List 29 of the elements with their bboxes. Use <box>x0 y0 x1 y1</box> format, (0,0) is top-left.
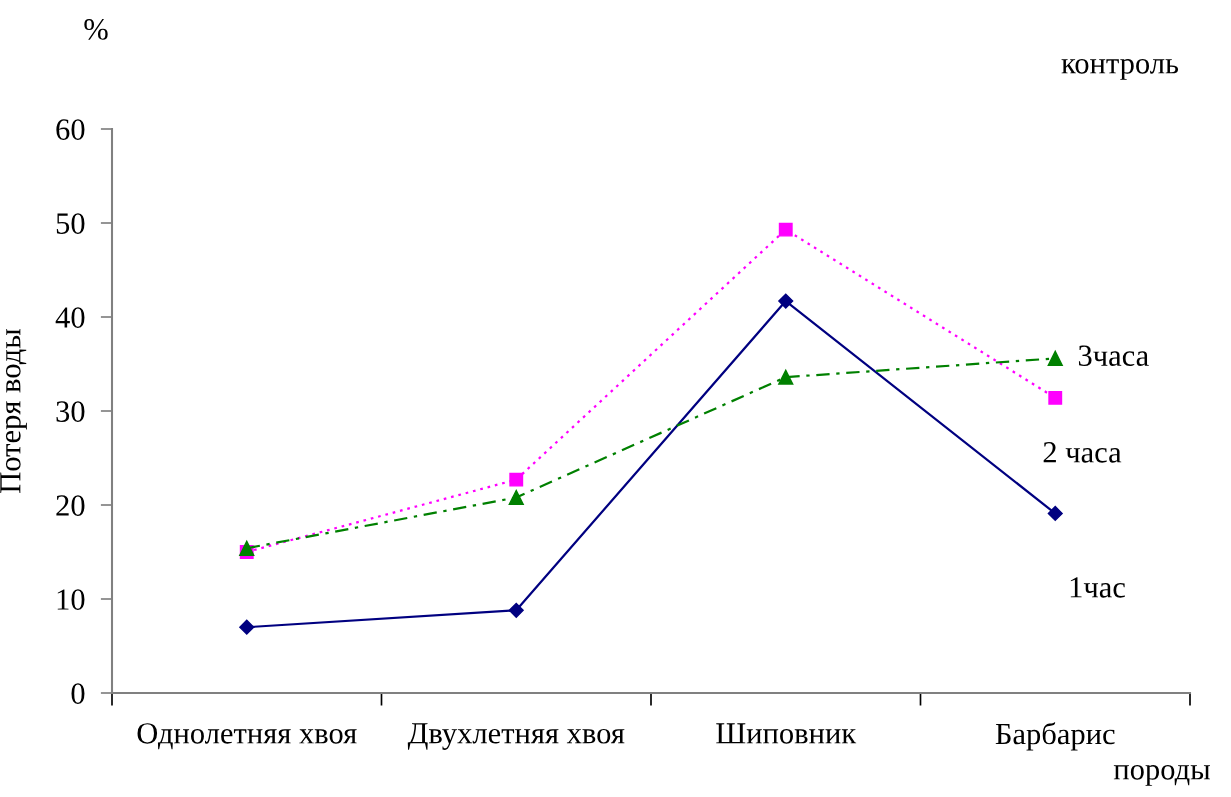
point <box>1047 350 1063 366</box>
x-axis-title: породы <box>1113 764 1210 786</box>
annotation: 1час <box>1070 577 1125 598</box>
x-tick-label: Барбарис <box>995 722 1115 751</box>
point <box>778 293 794 309</box>
text: контроль <box>1061 58 1179 80</box>
y-axis-title: Потеря воды <box>0 328 27 493</box>
y-tick-label: 40 <box>55 307 85 328</box>
point <box>1047 505 1063 522</box>
y-tick-label: 0 <box>71 683 85 704</box>
y-tick-label: 60 <box>56 119 85 140</box>
text: % <box>84 19 108 40</box>
x-tick-label: Однолетняя хвоя <box>137 723 357 750</box>
point <box>1048 390 1063 405</box>
series-label: 3часа <box>1078 345 1149 367</box>
y-tick-label: 10 <box>57 589 85 610</box>
point <box>778 222 793 237</box>
x-tick-label: Шиповник <box>716 723 857 744</box>
point <box>509 472 524 487</box>
annotation: 2 часа <box>1043 442 1122 463</box>
point <box>239 619 255 635</box>
x-tick-label: Двухлетняя хвоя <box>407 723 625 750</box>
point <box>239 540 255 556</box>
y-tick-label: 50 <box>56 213 85 234</box>
y-tick-label: 30 <box>56 401 85 422</box>
y-tick-label: 20 <box>56 495 85 516</box>
point <box>778 369 794 385</box>
point <box>508 602 524 618</box>
point <box>508 489 524 506</box>
